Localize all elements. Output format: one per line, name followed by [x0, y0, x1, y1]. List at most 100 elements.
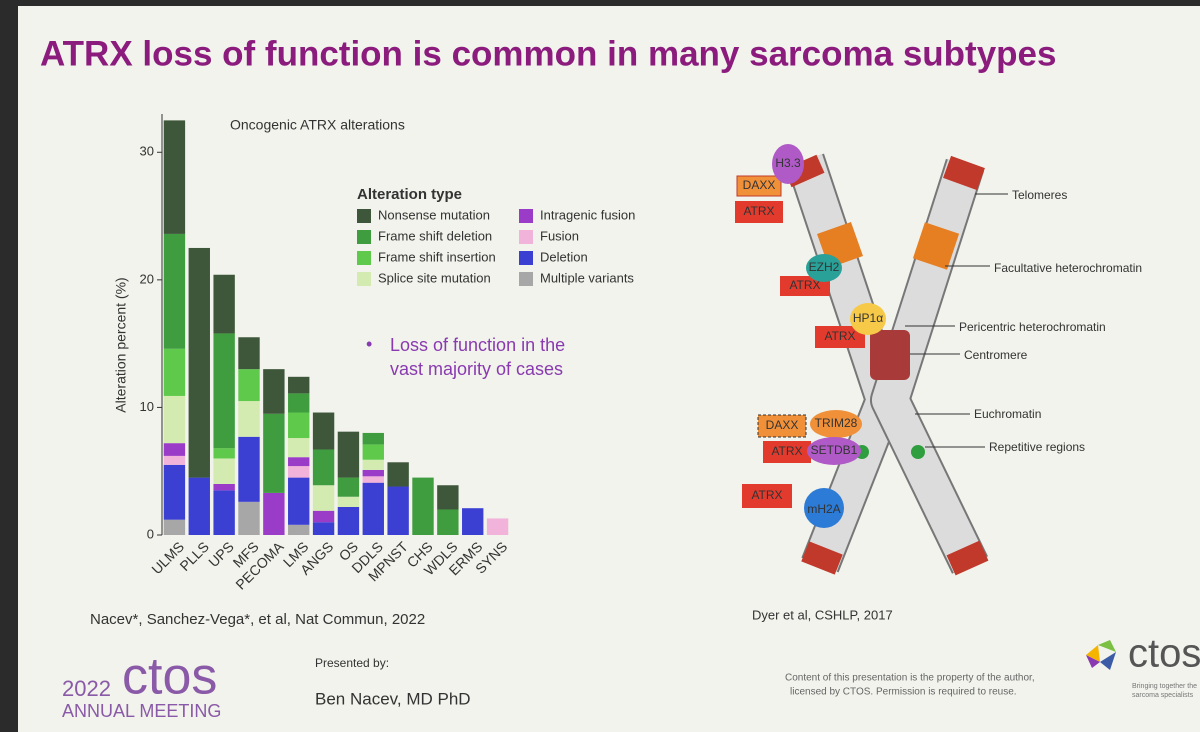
bar-segment: [288, 393, 310, 413]
bullet: •: [366, 334, 372, 354]
legend-label: Frame shift insertion: [378, 249, 496, 264]
meeting: ANNUAL MEETING: [62, 701, 221, 721]
bar-segment: [288, 412, 310, 439]
bar-segment: [238, 501, 260, 535]
legend-label: Frame shift deletion: [378, 228, 492, 243]
protein: ATRX: [751, 488, 782, 502]
protein: ATRX: [824, 329, 855, 343]
repeat: [911, 445, 925, 459]
legend-swatch: [519, 251, 533, 265]
legend-label: Nonsense mutation: [378, 207, 490, 222]
bar-segment: [412, 477, 434, 535]
bar-segment: [337, 506, 360, 535]
bar-segment: [263, 369, 285, 414]
bar-segment: [188, 477, 210, 535]
bullet-text: vast majority of cases: [390, 359, 563, 379]
bar-segment: [288, 438, 310, 458]
legend-label: Intragenic fusion: [540, 207, 635, 222]
legend-label: Fusion: [540, 228, 579, 243]
citation: Dyer et al, CSHLP, 2017: [752, 607, 893, 622]
protein: mH2A: [807, 502, 840, 516]
bar-segment: [437, 509, 459, 535]
y-axis-title: Alteration percent (%): [113, 277, 129, 412]
protein: EZH2: [809, 260, 840, 274]
logo: ctos: [1128, 632, 1200, 676]
chart-subtitle: Oncogenic ATRX alterations: [230, 117, 405, 133]
telomere: [943, 155, 985, 191]
bar-segment: [437, 485, 459, 510]
bar-segment: [337, 431, 360, 478]
legend-label: Multiple variants: [540, 270, 634, 285]
y-tick-label: 0: [147, 526, 154, 541]
presenter: Ben Nacev, MD PhD: [315, 689, 471, 708]
diagram-label: Repetitive regions: [989, 440, 1085, 454]
legend-label: Splice site mutation: [378, 270, 491, 285]
bar-segment: [312, 510, 335, 523]
protein: ATRX: [771, 444, 802, 458]
bar-segment: [213, 490, 235, 535]
tagline: sarcoma specialists: [1132, 692, 1194, 699]
bar-segment: [213, 274, 235, 334]
bar-segment: [188, 247, 210, 478]
notice: licensed by CTOS. Permission is required…: [790, 687, 1017, 698]
telomere: [946, 540, 989, 576]
bar-segment: [462, 508, 484, 535]
diagram-label: Telomeres: [1012, 188, 1067, 202]
bar-segment: [288, 466, 310, 478]
legend-swatch: [519, 272, 533, 286]
protein: HP1α: [853, 311, 883, 325]
y-tick-label: 20: [140, 271, 154, 286]
protein: DAXX: [743, 178, 776, 192]
diagram-label: Centromere: [964, 348, 1028, 362]
protein: DAXX: [766, 418, 799, 432]
presented-by: Presented by:: [315, 656, 389, 670]
chromosome-diagram: Telomeres Facultative heterochromatin Pe…: [735, 144, 1142, 576]
logo-mark: [1086, 640, 1116, 670]
diagram-label: Euchromatin: [974, 407, 1041, 421]
bar-segment: [362, 476, 384, 483]
legend-title: Alteration type: [357, 186, 462, 203]
bullet-text: Loss of function in the: [390, 335, 565, 355]
bar-segment: [163, 348, 186, 396]
bar-segment: [238, 369, 260, 402]
notice: Content of this presentation is the prop…: [785, 673, 1035, 684]
bar-segment: [337, 477, 360, 497]
bar-segment: [362, 432, 384, 445]
diagram-label: Facultative heterochromatin: [994, 261, 1142, 275]
bar-segment: [362, 482, 384, 535]
telomere: [801, 541, 843, 575]
bar-segment: [337, 496, 360, 507]
bar-segment: [288, 477, 310, 525]
bar-segment: [362, 444, 384, 460]
bar-segment: [163, 455, 186, 465]
bar-segment: [312, 449, 335, 486]
bar-segment: [213, 333, 235, 449]
bar-segment: [163, 233, 186, 349]
bar-segment: [288, 376, 310, 394]
legend-label: Deletion: [540, 249, 588, 264]
bar-segment: [362, 469, 384, 477]
legend-swatch: [357, 230, 371, 244]
bar-segment: [486, 518, 509, 535]
protein: TRIM28: [815, 416, 858, 430]
bar-segment: [213, 458, 235, 484]
centromere: [870, 330, 910, 380]
bar-segment: [213, 483, 235, 491]
bar-segment: [163, 519, 186, 535]
heterochromatin: [912, 222, 960, 270]
bar-segment: [163, 395, 186, 444]
year: 2022: [62, 676, 111, 701]
bar-segment: [238, 401, 260, 437]
bar-segment: [312, 412, 335, 450]
bar-segment: [213, 448, 235, 459]
protein: ATRX: [789, 278, 820, 292]
bar-segment: [238, 337, 260, 370]
citation: Nacev*, Sanchez-Vega*, et al, Nat Commun…: [90, 611, 425, 628]
bar-segment: [238, 436, 260, 502]
protein: H3.3: [775, 156, 801, 170]
legend-swatch: [357, 209, 371, 223]
heterochromatin: [817, 222, 863, 268]
bar-segment: [163, 120, 186, 234]
